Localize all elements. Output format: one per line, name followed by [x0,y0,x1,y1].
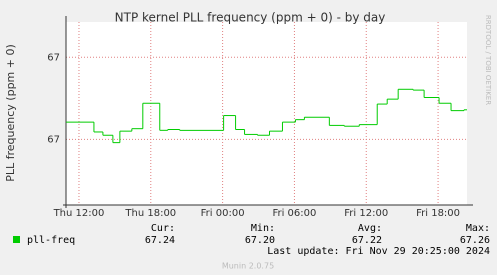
x-tick-label: Fri 18:00 [416,208,460,219]
stat-value: 67.24 [145,235,175,246]
y-tick-label: 67 [47,52,60,63]
stat-value: 67.20 [245,235,275,246]
x-tick-label: Thu 18:00 [124,208,176,219]
stat-label: Max: [466,223,490,234]
last-update: Last update: Fri Nov 29 20:25:00 2024 [267,246,490,257]
stat-value: 67.22 [352,235,382,246]
x-tick-label: Thu 12:00 [53,208,105,219]
x-tick-label: Fri 12:00 [344,208,388,219]
stat-label: Cur: [151,223,175,234]
watermark: RRDTOOL / TOBI OETIKER [484,15,492,105]
y-axis-label: PLL frequency (ppm + 0) [4,44,17,182]
legend-swatch [13,236,20,243]
stat-value: 67.26 [460,235,490,246]
stat-label: Min: [251,223,275,234]
footer: Munin 2.0.75 [222,262,274,271]
y-tick-label: 67 [47,134,60,145]
chart-title: NTP kernel PLL frequency (ppm + 0) - by … [115,11,386,25]
stat-label: Avg: [358,223,382,234]
plot-area [66,22,467,205]
x-tick-label: Fri 06:00 [272,208,316,219]
legend-label: pll-freq [27,235,75,246]
x-tick-label: Fri 00:00 [201,208,245,219]
